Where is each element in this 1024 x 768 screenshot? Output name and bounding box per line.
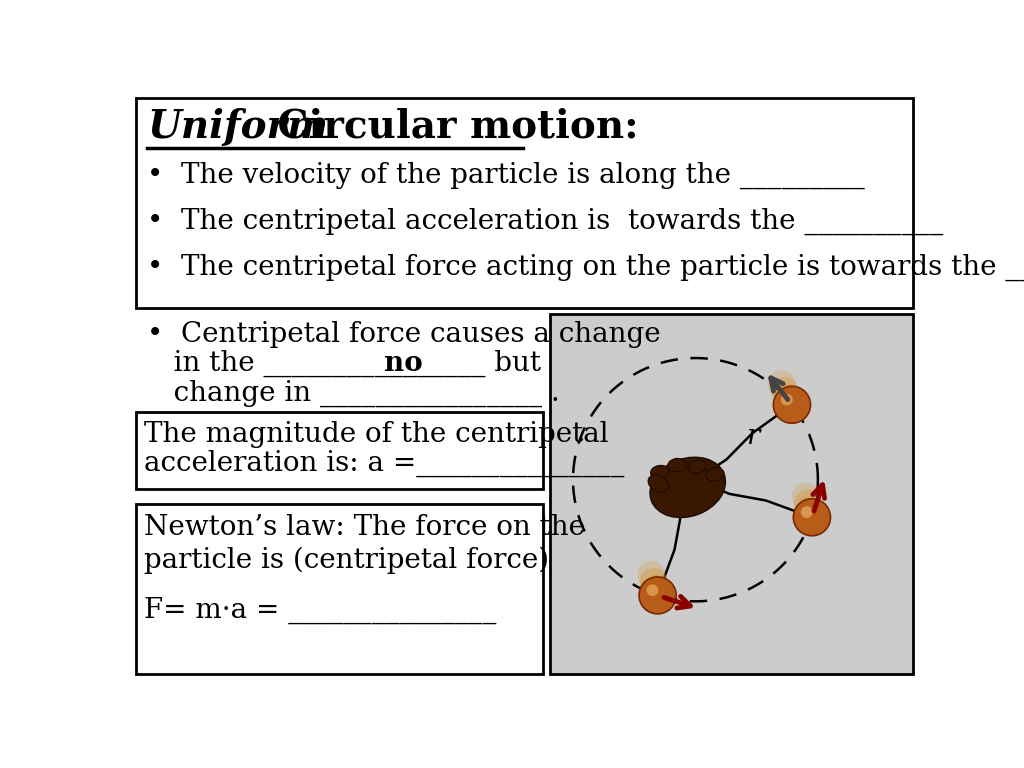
Ellipse shape bbox=[650, 465, 669, 478]
Text: •  The velocity of the particle is along the _________: • The velocity of the particle is along … bbox=[147, 161, 865, 189]
Circle shape bbox=[801, 506, 813, 518]
Text: change in ________________ .: change in ________________ . bbox=[147, 379, 560, 406]
Ellipse shape bbox=[650, 457, 725, 518]
Circle shape bbox=[771, 377, 799, 405]
Circle shape bbox=[792, 482, 819, 511]
Circle shape bbox=[639, 577, 676, 614]
FancyBboxPatch shape bbox=[550, 314, 913, 674]
Ellipse shape bbox=[706, 468, 724, 481]
FancyBboxPatch shape bbox=[136, 412, 543, 488]
Circle shape bbox=[780, 394, 793, 406]
Text: •  The centripetal force acting on the particle is towards the _________: • The centripetal force acting on the pa… bbox=[147, 254, 1024, 281]
Ellipse shape bbox=[668, 458, 686, 472]
Text: no: no bbox=[384, 350, 423, 377]
Circle shape bbox=[794, 498, 830, 536]
Circle shape bbox=[773, 386, 811, 423]
Circle shape bbox=[639, 568, 668, 595]
Circle shape bbox=[774, 384, 803, 412]
Circle shape bbox=[768, 370, 796, 398]
Text: acceleration is: a =_______________: acceleration is: a =_______________ bbox=[143, 450, 624, 478]
Text: The magnitude of the centripetal: The magnitude of the centripetal bbox=[143, 421, 608, 448]
Text: in the ________________ but: in the ________________ but bbox=[147, 350, 550, 377]
FancyBboxPatch shape bbox=[136, 98, 913, 308]
Circle shape bbox=[794, 489, 821, 518]
Text: F= m·a = _______________: F= m·a = _______________ bbox=[143, 597, 496, 624]
FancyBboxPatch shape bbox=[136, 504, 543, 674]
Circle shape bbox=[637, 561, 666, 588]
Circle shape bbox=[796, 496, 823, 525]
Text: Newton’s law: The force on the: Newton’s law: The force on the bbox=[143, 514, 585, 541]
Text: •  Centripetal force causes a change: • Centripetal force causes a change bbox=[147, 321, 662, 348]
Circle shape bbox=[646, 584, 658, 596]
Text: Uniform: Uniform bbox=[147, 108, 329, 146]
Text: Circular motion:: Circular motion: bbox=[263, 108, 638, 146]
Ellipse shape bbox=[688, 460, 707, 473]
Text: •  The centripetal acceleration is  towards the __________: • The centripetal acceleration is toward… bbox=[147, 207, 943, 235]
Text: particle is (centripetal force): particle is (centripetal force) bbox=[143, 547, 549, 574]
Circle shape bbox=[642, 574, 670, 602]
Ellipse shape bbox=[648, 475, 669, 492]
Text: r: r bbox=[746, 422, 760, 449]
